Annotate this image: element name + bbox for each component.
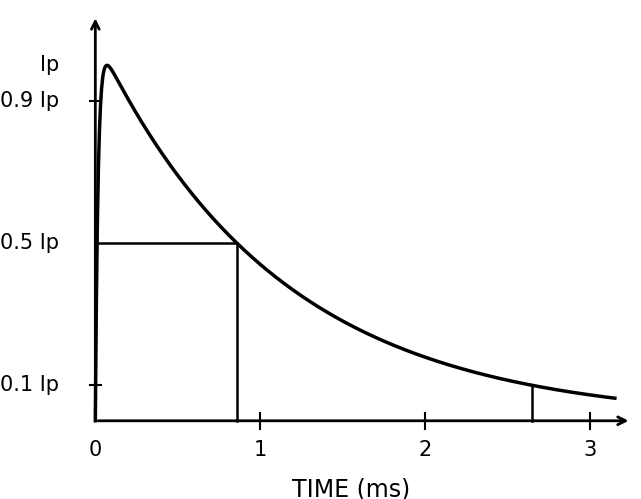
Text: 0.9 Ip: 0.9 Ip (0, 91, 59, 111)
Text: 3: 3 (583, 440, 597, 461)
Text: 2: 2 (419, 440, 432, 461)
Text: Ip: Ip (40, 55, 59, 75)
Text: 0.5 Ip: 0.5 Ip (0, 233, 59, 253)
Text: 1: 1 (254, 440, 267, 461)
Text: 0: 0 (88, 440, 102, 461)
Text: 0.1 Ip: 0.1 Ip (0, 375, 59, 395)
Text: TIME (ms): TIME (ms) (292, 478, 410, 499)
